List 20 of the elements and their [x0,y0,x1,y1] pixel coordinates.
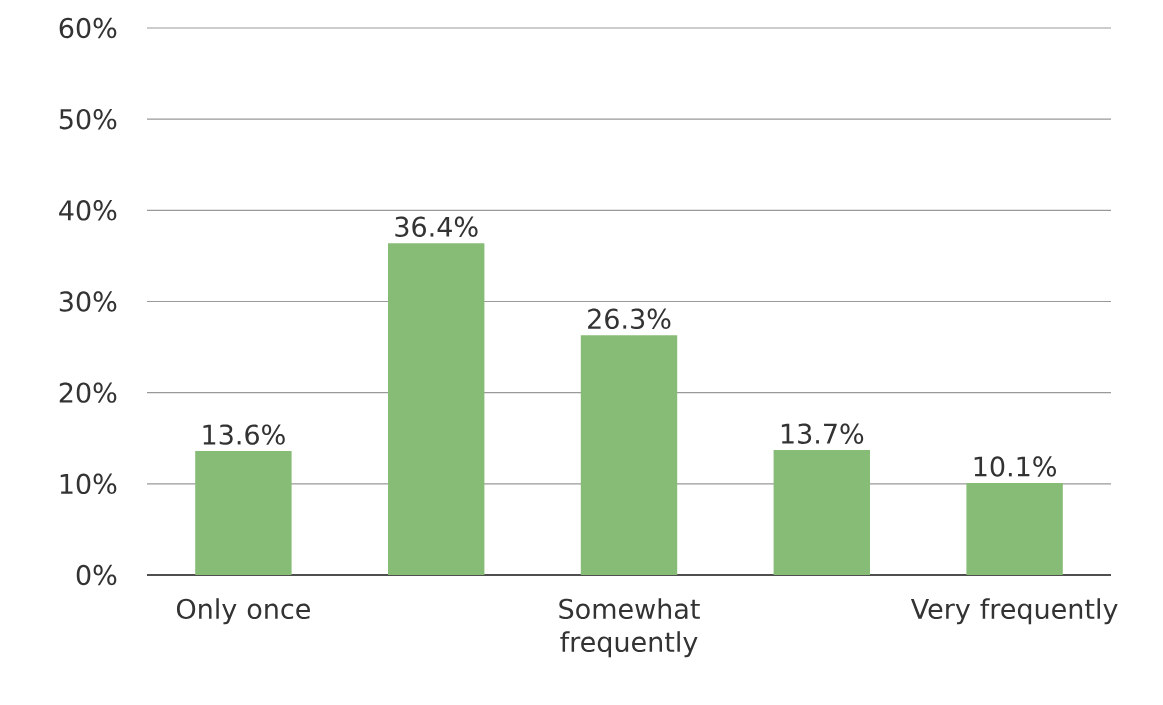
bar [388,243,485,575]
data-label: 36.4% [395,216,478,237]
data-label: 26.3% [588,308,671,330]
x-tick-label: Only once [176,598,310,625]
x-tick-label: Somewhat frequently [559,598,700,658]
y-tick-label: 50% [59,108,117,130]
y-tick-label: 10% [60,473,117,495]
data-label: 13.6% [203,424,285,445]
data-label: 10.1% [974,456,1056,477]
bar [773,450,870,575]
bar [195,451,292,575]
y-tick-label: 0% [76,564,117,586]
bar [580,335,678,575]
y-tick-label: 40% [59,200,117,221]
y-tick-label: 20% [59,382,117,403]
x-tick-label: Very frequently [910,598,1118,625]
y-tick-label: 60% [59,17,117,39]
bar [966,482,1063,575]
data-label: 13.7% [781,423,864,444]
y-tick-label: 30% [59,291,117,312]
